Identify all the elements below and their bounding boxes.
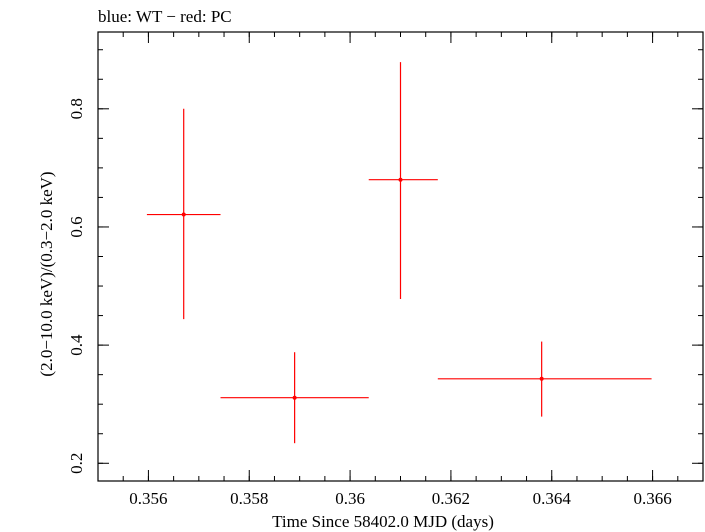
y-axis-label: (2.0−10.0 keV)/(0.3−2.0 keV) <box>37 171 56 376</box>
point-marker <box>398 177 403 182</box>
y-tick-label: 0.6 <box>67 216 86 237</box>
data-point <box>146 108 221 320</box>
x-tick-label: 0.358 <box>230 489 268 508</box>
x-tick-label: 0.36 <box>335 489 365 508</box>
data-series <box>146 62 652 444</box>
x-tick-label: 0.362 <box>432 489 470 508</box>
data-point <box>220 352 369 444</box>
y-tick-label: 0.8 <box>67 98 86 119</box>
y-tick-label: 0.4 <box>67 334 86 356</box>
data-point <box>368 62 438 300</box>
x-axis: 0.356 0.358 0.36 0.362 0.364 0.366 <box>97 32 704 508</box>
point-marker <box>539 376 544 381</box>
chart-title: blue: WT − red: PC <box>98 7 232 26</box>
y-axis: 0.2 0.4 0.6 0.8 <box>67 49 703 474</box>
point-marker <box>292 395 297 400</box>
y-tick-label: 0.2 <box>67 453 86 474</box>
x-tick-label: 0.364 <box>533 489 572 508</box>
data-point <box>437 341 652 417</box>
point-marker <box>181 212 186 217</box>
x-tick-label: 0.366 <box>633 489 671 508</box>
x-axis-label: Time Since 58402.0 MJD (days) <box>272 512 494 531</box>
x-tick-label: 0.356 <box>129 489 167 508</box>
